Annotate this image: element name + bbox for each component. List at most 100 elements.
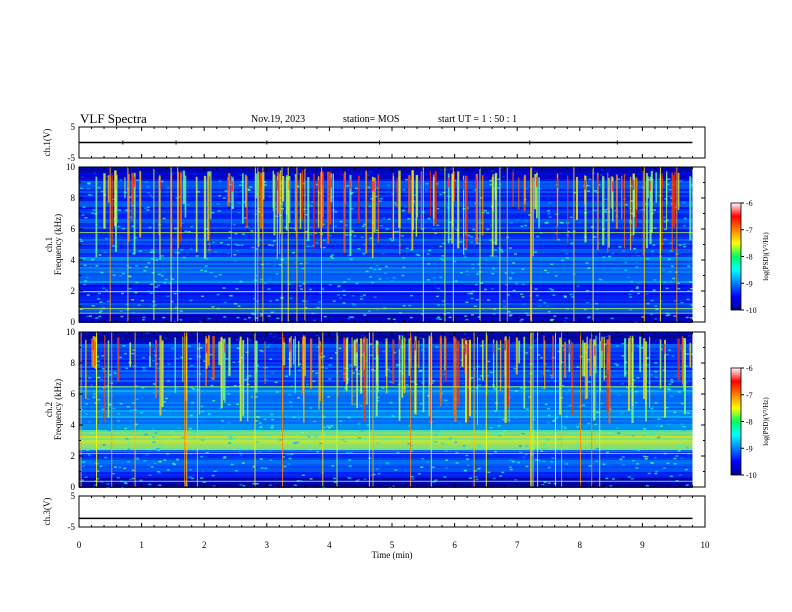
noise-speckle (616, 364, 619, 366)
noise-speckle (231, 176, 235, 178)
noise-speckle (636, 345, 640, 347)
noise-speckle (489, 255, 493, 257)
spectrogram-row (79, 255, 693, 257)
noise-speckle (131, 352, 135, 355)
noise-speckle (298, 369, 302, 372)
colorbar-tick-label: -10 (746, 306, 757, 315)
noise-speckle (626, 386, 630, 389)
noise-speckle (268, 244, 272, 246)
noise-speckle (314, 436, 318, 438)
noise-speckle (657, 436, 661, 439)
noise-speckle (191, 477, 195, 480)
noise-speckle (434, 440, 438, 443)
sferic-burst (363, 336, 366, 422)
noise-speckle (301, 267, 305, 270)
noise-speckle (386, 463, 390, 465)
strong-sferic (430, 332, 432, 487)
sferic-peak (466, 344, 469, 355)
narrowband-line (79, 480, 693, 482)
noise-speckle (176, 357, 179, 360)
noise-speckle (374, 337, 378, 339)
noise-speckle (487, 360, 491, 363)
noise-speckle (384, 272, 388, 274)
noise-speckle (348, 316, 352, 318)
noise-speckle (236, 347, 240, 349)
noise-speckle (302, 300, 305, 302)
noise-speckle (395, 410, 399, 412)
noise-speckle (101, 190, 104, 193)
noise-speckle (350, 192, 354, 194)
spectrogram-row (79, 390, 693, 392)
noise-speckle (232, 302, 236, 305)
noise-speckle (445, 169, 449, 171)
noise-speckle (203, 360, 206, 362)
spectrogram-row (79, 263, 693, 265)
noise-speckle (252, 483, 256, 485)
spectrogram-row (79, 197, 693, 199)
sferic-burst (343, 173, 346, 254)
noise-speckle (237, 211, 241, 214)
sferic-burst (386, 342, 388, 393)
noise-speckle (514, 479, 518, 481)
spectrogram-row (79, 175, 693, 177)
noise-speckle (171, 278, 175, 280)
noise-speckle (271, 448, 274, 450)
noise-speckle (305, 214, 309, 216)
noise-speckle (597, 338, 601, 340)
noise-speckle (445, 404, 449, 406)
noise-speckle (188, 476, 192, 478)
noise-speckle (189, 414, 193, 417)
sferic-burst (504, 336, 507, 423)
noise-speckle (91, 432, 95, 434)
noise-speckle (386, 368, 390, 371)
noise-speckle (319, 352, 323, 355)
noise-speckle (309, 245, 313, 248)
noise-speckle (360, 354, 364, 356)
noise-speckle (636, 449, 640, 451)
sferic-burst (332, 173, 334, 233)
sferic-burst (310, 338, 313, 390)
sferic-peak (155, 343, 157, 354)
noise-speckle (258, 211, 261, 213)
noise-speckle (448, 221, 452, 223)
noise-speckle (332, 300, 336, 302)
noise-speckle (419, 343, 422, 346)
noise-speckle (639, 209, 643, 211)
sferic-burst (464, 338, 466, 375)
noise-speckle (544, 432, 548, 435)
noise-speckle (454, 280, 458, 282)
noise-speckle (459, 241, 463, 243)
noise-speckle (102, 444, 106, 446)
noise-speckle (98, 254, 102, 256)
noise-speckle (392, 318, 396, 321)
noise-speckle (410, 249, 414, 251)
noise-speckle (370, 354, 373, 356)
noise-speckle (644, 458, 648, 460)
noise-speckle (258, 451, 262, 453)
noise-speckle (228, 237, 232, 239)
noise-speckle (218, 274, 222, 276)
noise-speckle (524, 224, 528, 227)
noise-speckle (553, 315, 557, 317)
noise-speckle (515, 417, 518, 419)
noise-speckle (153, 462, 157, 465)
noise-speckle (269, 449, 273, 452)
spectrogram-row (79, 472, 693, 474)
noise-speckle (393, 201, 397, 204)
noise-speckle (427, 217, 431, 220)
noise-speckle (494, 431, 498, 434)
sferic-burst (294, 173, 297, 231)
noise-speckle (268, 484, 272, 486)
noise-speckle (353, 403, 357, 405)
noise-speckle (573, 434, 577, 436)
sferic-burst (411, 170, 414, 250)
noise-speckle (568, 388, 572, 391)
sferic-burst (195, 176, 198, 253)
noise-speckle (465, 319, 469, 321)
sferic-burst (227, 177, 230, 207)
sferic-burst (257, 171, 260, 247)
noise-speckle (142, 367, 146, 369)
noise-speckle (624, 261, 628, 264)
noise-speckle (665, 287, 669, 290)
noise-speckle (339, 420, 343, 422)
